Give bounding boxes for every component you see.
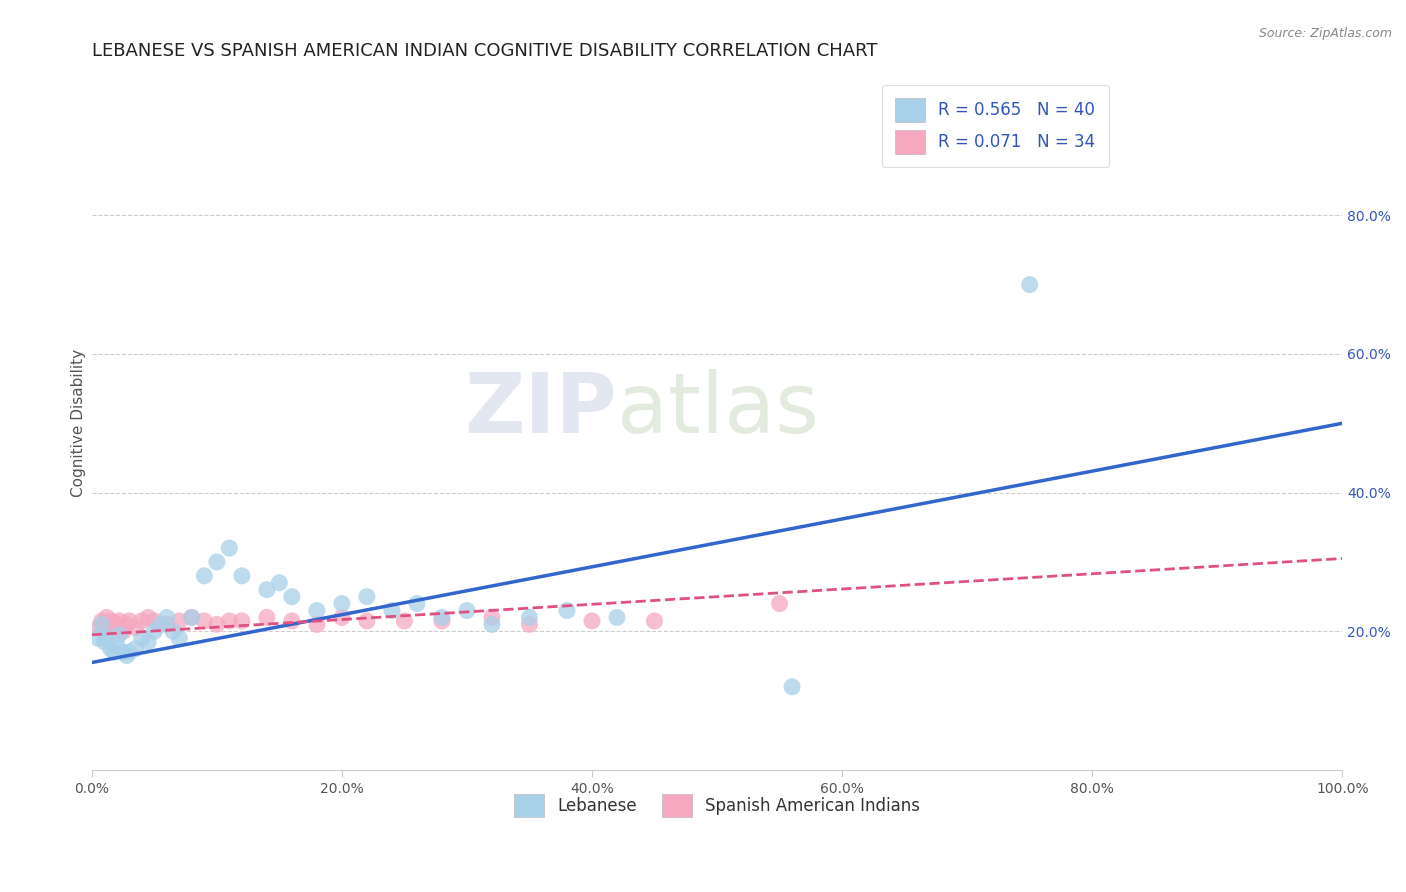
Point [96, 632, 118, 646]
Point [281, 614, 304, 628]
Point [205, 617, 228, 632]
Point [149, 617, 172, 632]
Point [330, 610, 353, 624]
Point [519, 610, 541, 624]
Point [93, 634, 115, 648]
Text: atlas: atlas [617, 369, 818, 450]
Point [356, 590, 378, 604]
Point [269, 575, 291, 590]
Point [406, 597, 429, 611]
Point [281, 590, 304, 604]
Point [90, 614, 112, 628]
Point [394, 614, 416, 628]
Point [87, 632, 110, 646]
Point [87, 621, 110, 635]
Point [581, 614, 603, 628]
Point [180, 610, 202, 624]
Point [90, 617, 112, 632]
Point [156, 610, 179, 624]
Point [169, 632, 191, 646]
Point [231, 614, 253, 628]
Point [169, 614, 191, 628]
Point [330, 597, 353, 611]
Point [136, 634, 159, 648]
Legend: Lebanese, Spanish American Indians: Lebanese, Spanish American Indians [508, 787, 927, 824]
Point [103, 621, 125, 635]
Point [124, 621, 146, 635]
Point [112, 645, 135, 659]
Point [108, 614, 131, 628]
Point [481, 610, 503, 624]
Point [118, 645, 141, 659]
Point [103, 645, 125, 659]
Point [519, 617, 541, 632]
Point [256, 610, 278, 624]
Point [606, 610, 628, 624]
Point [112, 624, 135, 639]
Point [644, 614, 666, 628]
Point [780, 680, 803, 694]
Point [256, 582, 278, 597]
Text: Source: ZipAtlas.com: Source: ZipAtlas.com [1258, 27, 1392, 40]
Point [136, 610, 159, 624]
Point [305, 617, 328, 632]
Point [231, 569, 253, 583]
Point [218, 541, 240, 555]
Point [96, 610, 118, 624]
Point [162, 624, 184, 639]
Point [430, 610, 453, 624]
Point [115, 617, 138, 632]
Point [100, 641, 122, 656]
Point [430, 614, 453, 628]
Point [156, 617, 179, 632]
Point [1018, 277, 1040, 292]
Y-axis label: Cognitive Disability: Cognitive Disability [72, 350, 86, 498]
Point [193, 614, 215, 628]
Point [481, 617, 503, 632]
Point [218, 614, 240, 628]
Point [143, 624, 166, 639]
Point [205, 555, 228, 569]
Point [555, 603, 578, 617]
Point [381, 603, 404, 617]
Point [124, 641, 146, 656]
Point [105, 638, 128, 652]
Point [143, 614, 166, 628]
Text: LEBANESE VS SPANISH AMERICAN INDIAN COGNITIVE DISABILITY CORRELATION CHART: LEBANESE VS SPANISH AMERICAN INDIAN COGN… [91, 42, 877, 60]
Point [193, 569, 215, 583]
Point [93, 617, 115, 632]
Point [131, 614, 153, 628]
Point [100, 614, 122, 628]
Point [768, 597, 790, 611]
Point [305, 603, 328, 617]
Point [115, 648, 138, 663]
Text: ZIP: ZIP [464, 369, 617, 450]
Point [131, 632, 153, 646]
Point [118, 614, 141, 628]
Point [180, 610, 202, 624]
Point [456, 603, 478, 617]
Point [356, 614, 378, 628]
Point [108, 628, 131, 642]
Point [105, 617, 128, 632]
